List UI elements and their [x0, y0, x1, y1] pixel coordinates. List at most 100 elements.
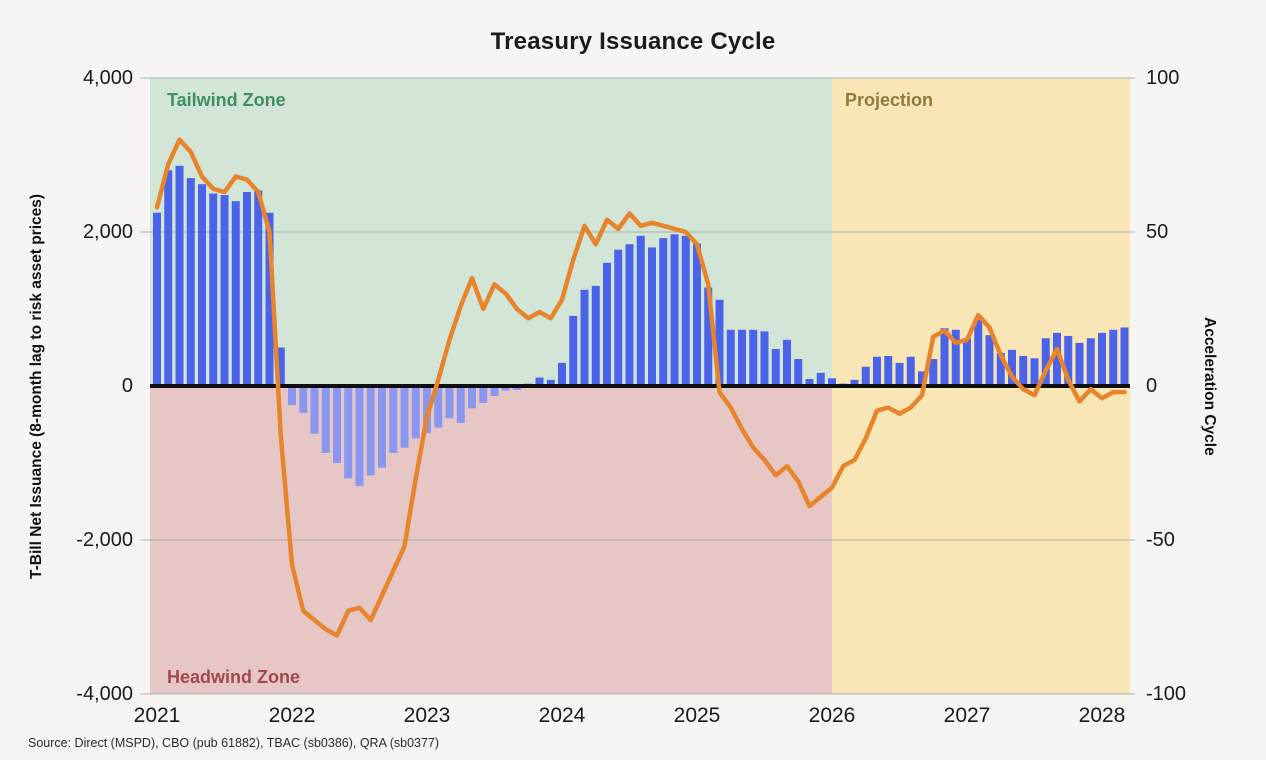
issuance-bar — [321, 386, 330, 453]
issuance-bar — [816, 372, 825, 386]
issuance-bar — [434, 386, 443, 428]
page-title: Treasury Issuance Cycle — [490, 28, 776, 55]
issuance-bar — [501, 386, 510, 391]
issuance-bar — [805, 379, 814, 386]
issuance-bar — [749, 329, 758, 386]
left-axis-tick: 0 — [121, 375, 133, 397]
issuance-bar — [659, 238, 668, 386]
right-axis-tick: 0 — [1146, 375, 1158, 397]
issuance-bar — [693, 243, 701, 386]
issuance-bar — [490, 386, 499, 397]
issuance-bar — [850, 379, 859, 386]
issuance-bar — [1064, 335, 1073, 386]
x-axis-tick: 2028 — [1078, 704, 1126, 727]
issuance-bar — [726, 329, 735, 386]
issuance-bar — [614, 249, 623, 386]
issuance-bar — [794, 359, 803, 386]
issuance-bar — [974, 319, 983, 386]
right-axis-tick: 100 — [1146, 67, 1180, 89]
issuance-bar — [456, 386, 465, 423]
issuance-bar — [1041, 338, 1050, 386]
issuance-bar — [603, 262, 611, 386]
issuance-bar — [411, 386, 420, 439]
issuance-bar — [1120, 327, 1129, 386]
issuance-bar — [153, 212, 161, 386]
issuance-bar — [996, 352, 1005, 386]
issuance-bar — [951, 329, 960, 386]
issuance-bar — [771, 349, 780, 386]
issuance-bar — [535, 377, 544, 386]
issuance-bar — [625, 244, 634, 386]
issuance-bar — [580, 289, 589, 386]
issuance-bar — [760, 331, 769, 386]
issuance-bar — [895, 362, 904, 386]
x-axis-tick: 2021 — [133, 704, 181, 727]
issuance-bar — [873, 356, 881, 386]
issuance-bar — [963, 338, 971, 386]
issuance-bar — [479, 386, 488, 403]
issuance-bar — [985, 335, 994, 386]
issuance-bar — [648, 247, 656, 386]
issuance-bar — [1109, 329, 1118, 386]
issuance-bar — [1086, 338, 1095, 386]
issuance-bar — [265, 212, 274, 386]
x-axis-tick: 2023 — [403, 704, 451, 727]
issuance-bar — [1075, 342, 1084, 386]
x-axis-tick: 2026 — [808, 704, 856, 727]
issuance-bar — [636, 235, 645, 386]
headwind-zone-label: Headwind Zone — [167, 667, 301, 687]
issuance-bar — [344, 386, 353, 479]
left-axis-tick: -2,000 — [76, 529, 133, 551]
issuance-bar — [164, 170, 173, 386]
right-axis-tick: -50 — [1146, 529, 1175, 551]
right-axis-tick: -100 — [1146, 683, 1187, 705]
issuance-bar — [198, 184, 206, 386]
issuance-bar — [940, 328, 949, 386]
issuance-bar — [861, 366, 870, 386]
issuance-bar — [299, 386, 308, 413]
issuance-bar — [254, 190, 263, 386]
left-axis-tick: 2,000 — [82, 221, 133, 243]
issuance-bar — [546, 379, 555, 386]
issuance-bar — [333, 386, 341, 463]
issuance-bar — [175, 165, 184, 386]
issuance-bar — [366, 386, 375, 476]
issuance-bar — [186, 178, 195, 386]
issuance-bar — [681, 235, 690, 386]
x-axis-tick: 2027 — [943, 704, 991, 727]
issuance-bar — [569, 315, 578, 386]
source-note: Source: Direct (MSPD), CBO (pub 61882), … — [28, 736, 440, 750]
x-axis-tick: 2024 — [538, 704, 586, 727]
issuance-bar — [715, 299, 724, 386]
issuance-bar — [243, 191, 251, 386]
right-axis-title: Acceleration Cycle — [1201, 316, 1218, 456]
issuance-bar — [445, 386, 454, 419]
issuance-bar — [389, 386, 398, 453]
issuance-bar — [400, 386, 409, 448]
x-axis-tick: 2025 — [673, 704, 721, 727]
right-axis-tick: 50 — [1146, 221, 1169, 243]
issuance-bar — [558, 362, 566, 386]
projection-zone-label: Projection — [845, 90, 934, 110]
issuance-bar — [209, 193, 218, 386]
issuance-bar — [884, 355, 893, 386]
issuance-bar — [288, 386, 296, 406]
issuance-bar — [929, 359, 938, 386]
issuance-bar — [1019, 355, 1028, 386]
issuance-bar — [670, 234, 679, 386]
issuance-bar — [276, 347, 285, 386]
left-axis-tick: 4,000 — [82, 67, 133, 89]
issuance-bar — [783, 339, 791, 386]
issuance-bar — [828, 378, 836, 386]
issuance-bar — [378, 386, 386, 468]
issuance-bar — [231, 201, 240, 386]
issuance-bar — [220, 195, 229, 386]
issuance-bar — [355, 386, 364, 487]
tailwind-zone-label: Tailwind Zone — [167, 90, 286, 110]
x-axis-tick: 2022 — [268, 704, 316, 727]
issuance-bar — [918, 371, 926, 386]
issuance-bar — [591, 285, 600, 386]
issuance-bar — [704, 287, 713, 386]
issuance-bar — [738, 329, 746, 386]
